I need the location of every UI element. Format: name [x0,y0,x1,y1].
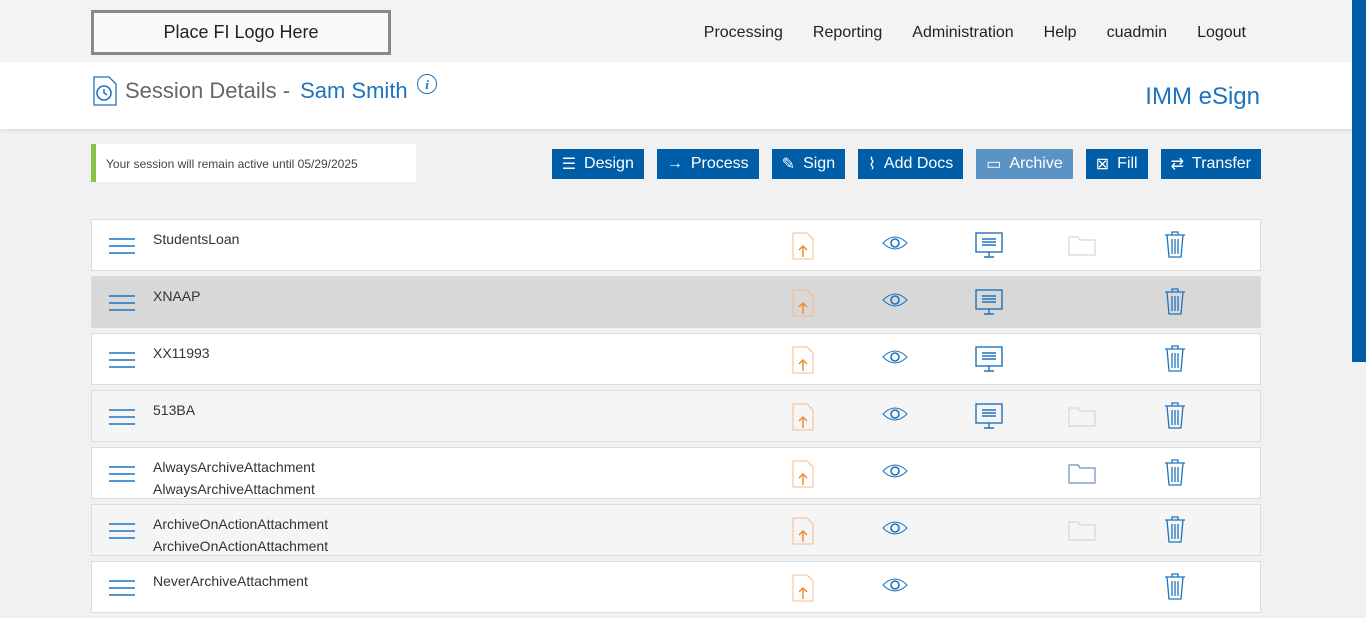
document-row: AlwaysArchiveAttachment AlwaysArchiveAtta… [91,447,1261,499]
nav-help[interactable]: Help [1043,24,1077,41]
arrow-right-icon: → [666,155,683,172]
drag-handle-icon[interactable] [109,352,135,368]
archive-folder-icon[interactable] [1068,519,1096,541]
fill-button[interactable]: ⊠ Fill [1085,149,1148,179]
view-eye-icon[interactable] [882,519,908,537]
folder-icon: ▭ [986,156,1002,173]
view-eye-icon[interactable] [882,405,908,423]
drag-handle-icon[interactable] [109,580,135,596]
delete-trash-icon[interactable] [1164,287,1186,315]
session-notice: Your session will remain active until 05… [91,144,416,182]
archive-folder-icon[interactable] [1068,291,1096,313]
paperclip-icon: ⌇ [868,156,876,173]
upload-file-icon[interactable] [792,346,814,374]
list-doc-icon: ☰ [561,156,577,173]
delete-trash-icon[interactable] [1164,401,1186,429]
upload-file-icon[interactable] [792,232,814,260]
nav-logout[interactable]: Logout [1197,24,1246,41]
top-bar: Place FI Logo Here Processing Reporting … [0,0,1366,62]
view-eye-icon[interactable] [882,576,908,594]
nav-processing[interactable]: Processing [703,24,783,41]
present-monitor-icon[interactable] [975,289,1003,317]
nav-user[interactable]: cuadmin [1106,24,1168,41]
drag-handle-icon[interactable] [109,466,135,482]
document-row: StudentsLoan [91,219,1261,271]
drag-handle-icon[interactable] [109,295,135,311]
drag-handle-icon[interactable] [109,409,135,425]
document-name: AlwaysArchiveAttachment [153,481,315,497]
upload-file-icon[interactable] [792,460,814,488]
upload-file-icon[interactable] [792,289,814,317]
view-eye-icon[interactable] [882,348,908,366]
document-row: ArchiveOnActionAttachment ArchiveOnAction… [91,504,1261,556]
brand-title: IMM eSign [1145,83,1260,110]
document-name: AlwaysArchiveAttachment [153,459,315,475]
document-name: StudentsLoan [153,231,240,247]
upload-file-icon[interactable] [792,517,814,545]
document-name: ArchiveOnActionAttachment [153,516,329,532]
transfer-button[interactable]: ⇄ Transfer [1160,149,1261,179]
add-docs-button[interactable]: ⌇ Add Docs [858,149,964,179]
nav-reporting[interactable]: Reporting [812,24,883,41]
archive-button[interactable]: ▭ Archive [976,149,1073,179]
document-row: XX11993 [91,333,1261,385]
present-monitor-icon[interactable] [975,346,1003,374]
archive-folder-icon[interactable] [1068,234,1096,256]
drag-handle-icon[interactable] [109,238,135,254]
document-name: NeverArchiveAttachment [153,573,308,589]
upload-file-icon[interactable] [792,574,814,602]
upload-file-icon[interactable] [792,403,814,431]
svg-text:i: i [425,77,429,92]
logo: Place FI Logo Here [91,10,391,55]
document-name: 513BA [153,402,196,418]
main-nav: Processing Reporting Administration Help… [704,24,1246,42]
archive-folder-icon[interactable] [1068,462,1096,484]
nav-administration[interactable]: Administration [912,24,1014,41]
view-eye-icon[interactable] [882,291,908,309]
delete-trash-icon[interactable] [1164,344,1186,372]
toolbar: ☰ Design → Process ✎ Sign ⌇ Add Docs ▭ Archiv… [551,149,1261,179]
delete-trash-icon[interactable] [1164,515,1186,543]
document-name: XX11993 [153,345,210,361]
process-button[interactable]: → Process [656,149,759,179]
view-eye-icon[interactable] [882,234,908,252]
sign-button[interactable]: ✎ Sign [771,149,846,179]
view-eye-icon[interactable] [882,462,908,480]
document-name: XNAAP [153,288,201,304]
present-monitor-icon[interactable] [975,232,1003,260]
info-icon[interactable]: i [416,73,438,95]
customer-name: Sam Smith [300,78,408,103]
present-monitor-icon[interactable] [975,403,1003,431]
session-history-icon [93,76,117,106]
delete-trash-icon[interactable] [1164,572,1186,600]
delete-trash-icon[interactable] [1164,458,1186,486]
document-name: ArchiveOnActionAttachment [153,538,329,554]
design-button[interactable]: ☰ Design [551,149,644,179]
scrollbar-thumb[interactable] [1352,0,1366,362]
page-title: Session Details - [125,78,291,103]
delete-trash-icon[interactable] [1164,230,1186,258]
pen-icon: ✎ [781,156,796,173]
drag-handle-icon[interactable] [109,523,135,539]
document-row: 513BA [91,390,1261,442]
document-row: NeverArchiveAttachment [91,561,1261,613]
document-list: StudentsLoan XNAAP XX11993 513BA AlwaysArchi… [91,219,1261,618]
transfer-icon: ⇄ [1170,156,1185,173]
document-row: XNAAP [91,276,1261,328]
fill-doc-icon: ⊠ [1095,156,1110,173]
page-header: Session Details - Sam Smith i IMM eSign [0,62,1366,129]
archive-folder-icon[interactable] [1068,405,1096,427]
